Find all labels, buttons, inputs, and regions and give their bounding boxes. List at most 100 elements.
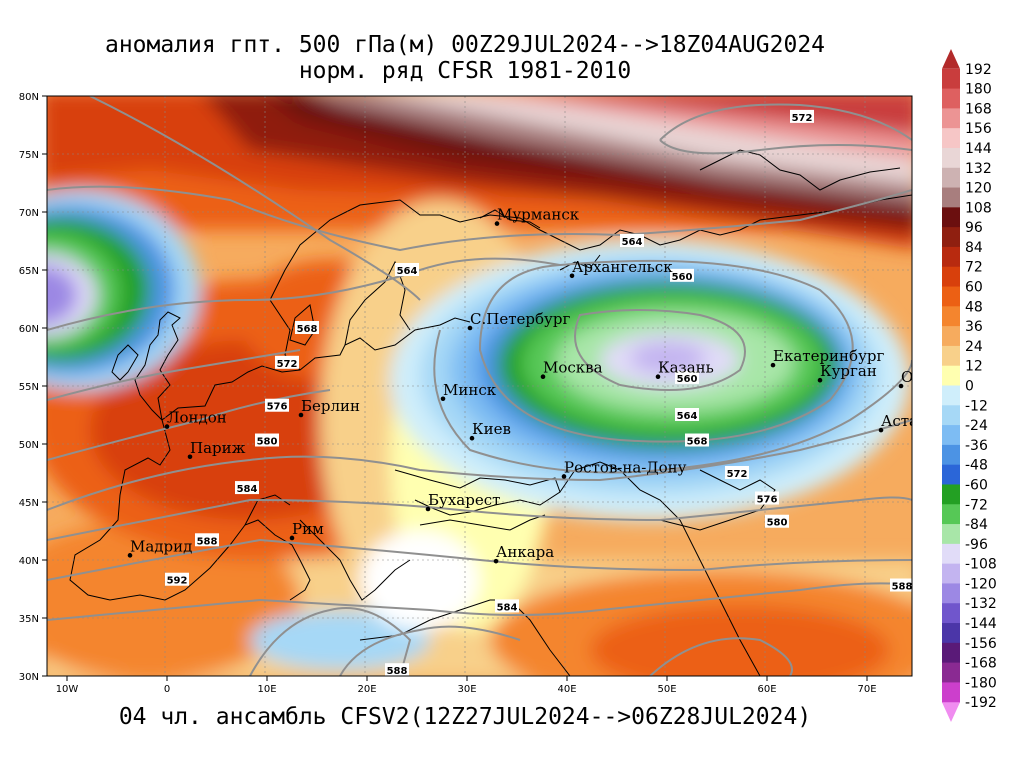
contour-label-text: 580 <box>767 518 788 529</box>
contour-label-bg <box>675 408 699 421</box>
contour-label-text: 568 <box>297 324 318 335</box>
contour-label-bg <box>275 355 299 369</box>
contour-label-text: 572 <box>792 113 813 124</box>
city-marker: Рим <box>289 520 324 541</box>
contour-label: 588 <box>195 533 219 547</box>
city-marker: Анкара <box>493 543 554 564</box>
city-label: Архангельск <box>572 258 673 276</box>
contour-label-bg <box>255 433 279 447</box>
city-marker: Ростов-на-Дону <box>561 458 687 479</box>
city-dot <box>898 383 904 389</box>
contour-label-bg <box>765 514 789 528</box>
contour-label-text: 572 <box>727 469 748 480</box>
city-dot <box>127 553 133 558</box>
lat-tick-label: 30N <box>19 672 39 683</box>
lat-tick-label: 50N <box>19 440 39 451</box>
contour-label-bg <box>755 491 779 505</box>
city-marker: Мурманск <box>494 206 580 226</box>
contour-label-bg <box>725 466 749 479</box>
city-labels: Мурманск Архангельск С.Петербург Москва Каза… <box>127 206 912 564</box>
city-marker: Астана <box>878 412 912 433</box>
city-marker: Киев <box>469 420 511 441</box>
city-dot <box>494 221 500 226</box>
city-dot <box>540 374 546 380</box>
contour-label-bg <box>620 234 644 247</box>
contour-label-text: 588 <box>892 582 913 593</box>
city-label: Ростов-на-Дону <box>564 458 687 476</box>
city-label: Мадрид <box>130 537 192 555</box>
contour-label-bg <box>890 578 912 592</box>
contour-label-bg <box>790 109 814 123</box>
contour-label-text: 572 <box>277 359 298 370</box>
city-dot <box>440 396 446 402</box>
lat-tick-label: 45N <box>19 498 39 509</box>
contour-label-text: 568 <box>687 437 708 448</box>
city-label: Курган <box>820 362 877 380</box>
contour-label: 572 <box>790 109 814 124</box>
city-label: Париж <box>190 439 246 457</box>
lon-tick-label: 30E <box>457 684 476 695</box>
lon-tick-label: 50E <box>657 684 676 695</box>
contour-label-bg <box>675 370 699 384</box>
map-footer: 04 чл. ансамбль CFSV2(12Z27JUL2024-->06Z… <box>118 704 812 730</box>
contour-label: 568 <box>685 433 709 448</box>
city-dot <box>164 424 170 429</box>
city-dot <box>467 325 473 331</box>
city-dot <box>878 427 884 433</box>
contour-label-bg <box>265 398 289 412</box>
contour-label: 576 <box>755 491 779 506</box>
lon-tick-label: 10E <box>257 684 276 695</box>
contour-label-bg <box>495 599 519 613</box>
lat-tick-label: 75N <box>19 150 39 161</box>
contour-label-bg <box>295 321 319 334</box>
contour-label-bg <box>235 481 259 495</box>
lat-tick-label: 70N <box>19 208 39 219</box>
city-marker: Омск <box>898 368 912 389</box>
city-dot <box>655 374 661 380</box>
contour-label-text: 564 <box>622 237 643 248</box>
city-marker: Екатеринбург <box>770 347 884 368</box>
city-dot <box>561 474 567 479</box>
city-label: Бухарест <box>428 491 500 509</box>
city-dot <box>817 377 823 383</box>
contour-label-bg <box>385 663 409 676</box>
contour-label-text: 588 <box>387 666 408 677</box>
contour-label-text: 560 <box>677 374 698 385</box>
city-label: Минск <box>443 381 497 399</box>
contour-label-bg <box>685 433 709 447</box>
lon-tick-label: 10W <box>56 684 79 695</box>
contour-label: 592 <box>165 572 189 587</box>
contour-label: 580 <box>765 514 789 529</box>
lon-tick-label: 70E <box>857 684 876 695</box>
contour-label-text: 584 <box>497 602 518 613</box>
city-marker: Бухарест <box>425 491 500 512</box>
contour-label-text: 588 <box>197 536 218 547</box>
city-label: Лондон <box>167 409 227 427</box>
contour-label-text: 576 <box>267 402 288 413</box>
contour-label: 576 <box>265 398 289 413</box>
contour-label: 580 <box>255 433 279 448</box>
contour-label: 568 <box>295 321 319 335</box>
city-dot <box>425 506 431 512</box>
contour-label: 560 <box>675 370 699 385</box>
city-marker: Архангельск <box>569 258 673 279</box>
lat-tick-label: 40N <box>19 556 39 567</box>
city-marker: Минск <box>440 381 497 402</box>
contour-label: 588 <box>385 663 409 677</box>
lat-tick-labels: 30N 35N 40N 45N 50N 55N 60N 65N 70N 75N 80N <box>19 92 47 683</box>
contour-label-text: 560 <box>672 272 693 283</box>
city-dot <box>469 435 475 441</box>
map-title-line1: аномалия гпт. 500 гПа(м) 00Z29JUL2024-->… <box>104 32 826 58</box>
city-label: Киев <box>472 420 511 438</box>
city-label: Москва <box>543 359 603 377</box>
contour-label-bg <box>395 263 419 276</box>
lat-tick-label: 60N <box>19 324 39 335</box>
lon-tick-label: 0 <box>164 684 170 695</box>
lon-tick-labels: 10W 0 10E 20E 30E 40E 50E 60E 70E <box>56 676 877 695</box>
city-dot <box>493 558 499 564</box>
city-dot <box>289 535 295 541</box>
city-label: Екатеринбург <box>773 347 884 365</box>
lon-tick-label: 20E <box>357 684 376 695</box>
lat-tick-label: 35N <box>19 614 39 625</box>
city-label: Мурманск <box>497 206 580 224</box>
